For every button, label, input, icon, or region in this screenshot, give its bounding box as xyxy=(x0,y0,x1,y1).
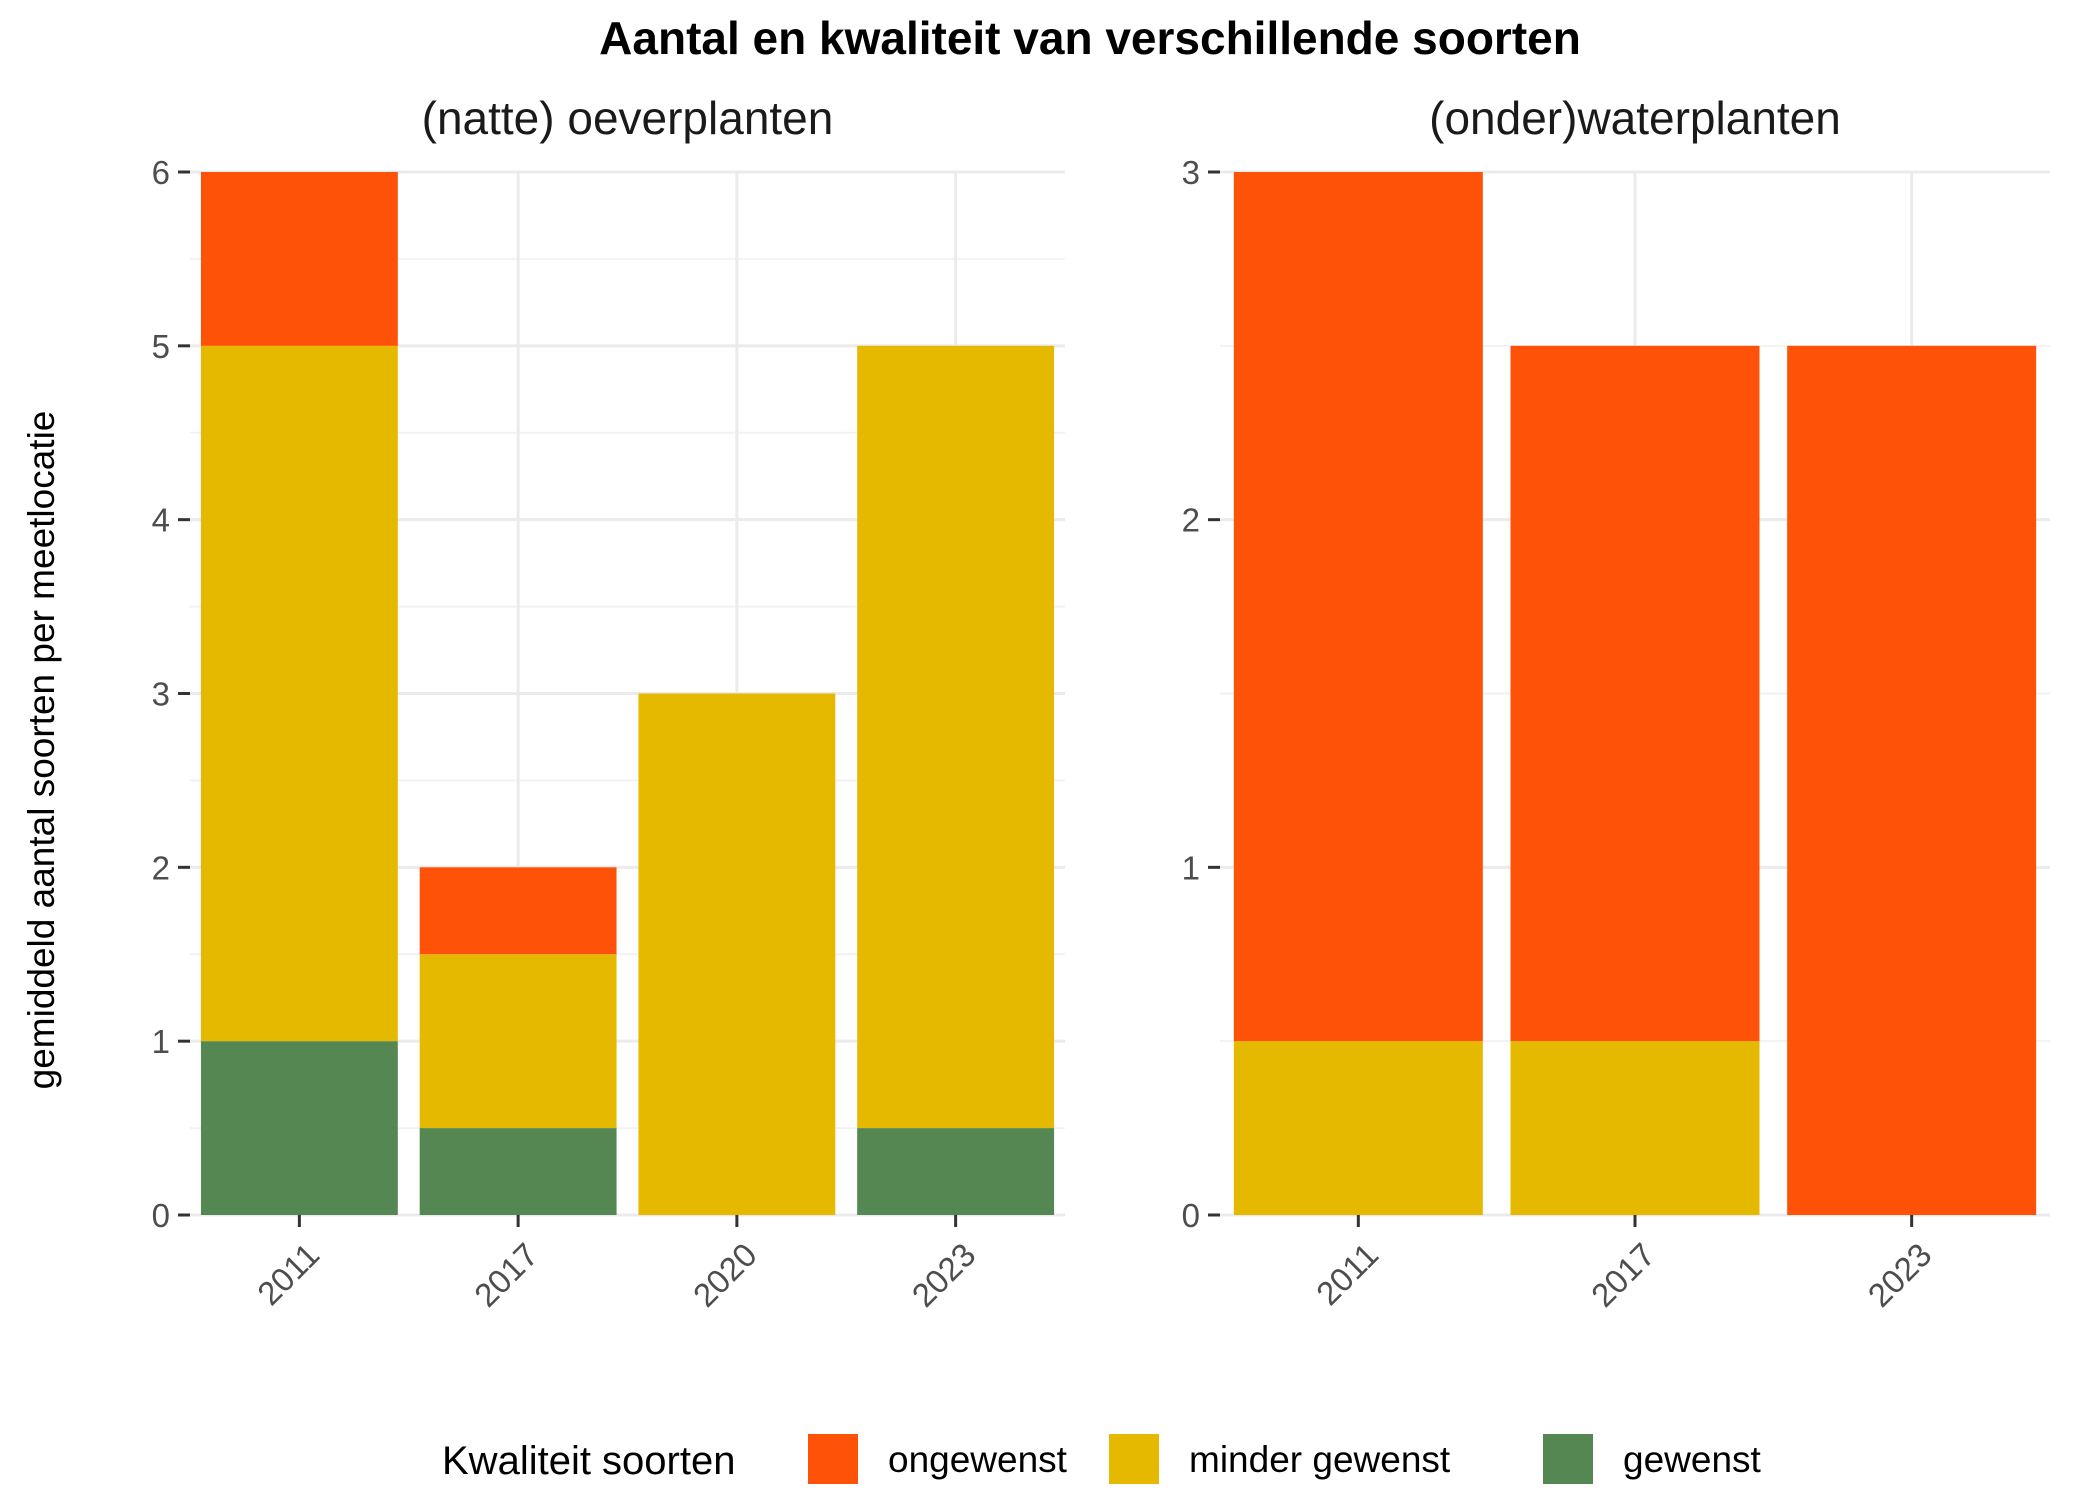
legend: Kwaliteit soorten ongewenst minder gewenst… xyxy=(442,1434,1762,1484)
bar-2017-gewenst xyxy=(419,1128,617,1215)
x-tick-label: 2020 xyxy=(686,1236,764,1314)
y-tick-label: 2 xyxy=(1182,502,1200,539)
panel-title: (natte) oeverplanten xyxy=(422,92,834,144)
bar-2017-ongewenst xyxy=(1510,345,1760,1042)
y-tick-label: 5 xyxy=(152,328,170,365)
y-axis-title: gemiddeld aantal soorten per meetlocatie xyxy=(21,411,62,1090)
y-tick-label: 1 xyxy=(1182,849,1200,886)
panels: 0 1 2 3 4 5 6 2011 2017 2020 2023 (natte) oeverplan… xyxy=(152,92,2050,1314)
y-tick-label: 3 xyxy=(152,676,170,713)
x-tick-label: 2017 xyxy=(467,1236,545,1314)
bar-2011-gewenst xyxy=(200,1041,398,1215)
bar-2023-gewenst xyxy=(857,1128,1055,1215)
bar-2011-ongewenst xyxy=(1233,172,1483,1042)
bar-2017-minder-gewenst xyxy=(419,954,617,1129)
legend-key-minder-gewenst xyxy=(1109,1434,1159,1484)
bar-2011-ongewenst xyxy=(200,172,398,346)
y-tick-label: 2 xyxy=(152,849,170,886)
y-tick-label: 4 xyxy=(152,502,170,539)
bar-2023-ongewenst xyxy=(1787,345,2037,1215)
panel-1: 0 1 2 3 4 5 6 2011 2017 2020 2023 (natte) oeverplan… xyxy=(152,92,1065,1314)
bar-2011-minder-gewenst xyxy=(200,345,398,1042)
legend-title: Kwaliteit soorten xyxy=(442,1439,735,1483)
y-tick-label: 0 xyxy=(152,1197,170,1234)
bar-2011-minder-gewenst xyxy=(1233,1041,1483,1215)
y-tick-label: 3 xyxy=(1182,154,1200,191)
x-tick-label: 2023 xyxy=(904,1236,982,1314)
legend-label: gewenst xyxy=(1623,1439,1762,1480)
panel-2: 0 1 2 3 2011 2017 2023 (onder)waterplanten xyxy=(1182,92,2050,1314)
legend-label: ongewenst xyxy=(888,1439,1068,1480)
y-tick-label: 0 xyxy=(1182,1197,1200,1234)
legend-label: minder gewenst xyxy=(1189,1439,1451,1480)
x-tick-label: 2011 xyxy=(250,1236,326,1312)
x-tick-label: 2017 xyxy=(1584,1236,1662,1314)
x-tick-label: 2011 xyxy=(1309,1236,1385,1312)
bar-2017-minder-gewenst xyxy=(1510,1041,1760,1215)
bar-2017-ongewenst xyxy=(419,867,617,955)
legend-key-gewenst xyxy=(1543,1434,1593,1484)
y-tick-label: 6 xyxy=(152,154,170,191)
bar-2020-minder-gewenst xyxy=(638,693,836,1215)
panel-title: (onder)waterplanten xyxy=(1429,92,1841,144)
x-tick-label: 2023 xyxy=(1861,1236,1939,1314)
y-tick-label: 1 xyxy=(152,1023,170,1060)
chart-title: Aantal en kwaliteit van verschillende so… xyxy=(599,12,1581,64)
legend-key-ongewenst xyxy=(808,1434,858,1484)
bar-2023-minder-gewenst xyxy=(857,345,1055,1129)
